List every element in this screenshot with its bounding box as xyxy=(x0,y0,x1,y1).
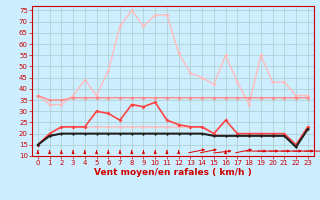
X-axis label: Vent moyen/en rafales ( km/h ): Vent moyen/en rafales ( km/h ) xyxy=(94,168,252,177)
